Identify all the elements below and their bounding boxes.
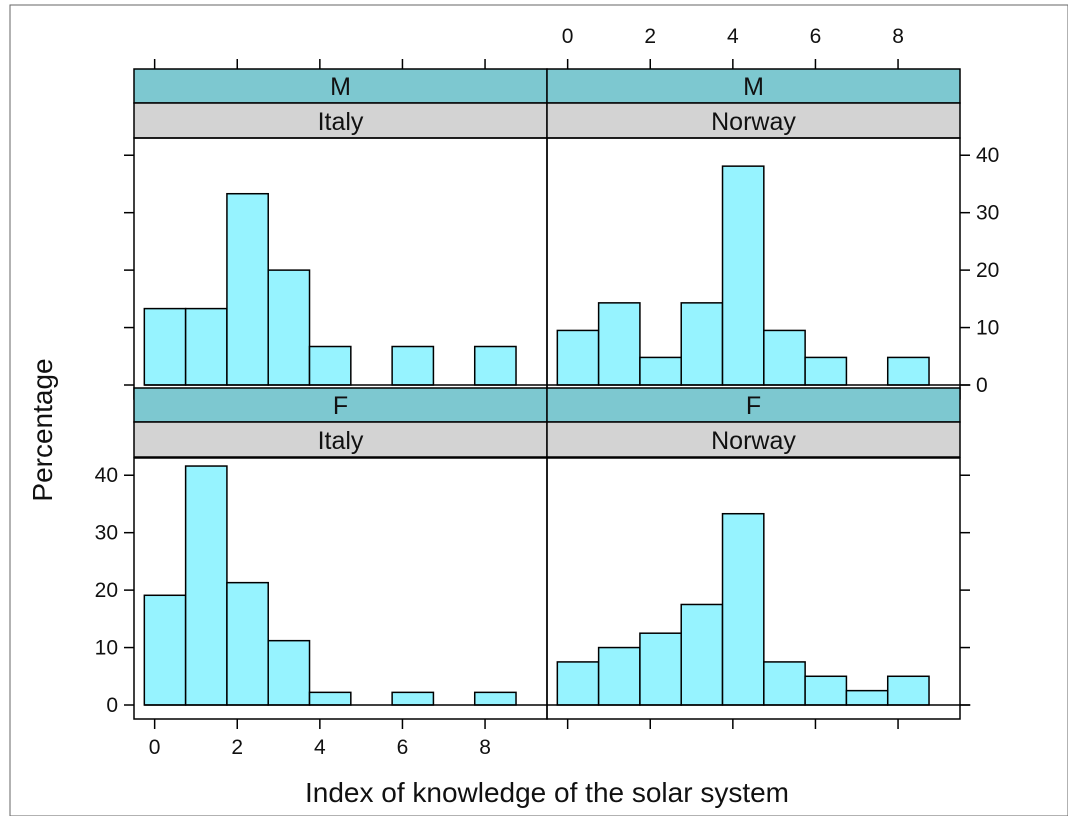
bar bbox=[639, 356, 682, 386]
y-tick-label: 10 bbox=[976, 317, 999, 340]
bar bbox=[763, 661, 806, 706]
y-axis-title: Percentage bbox=[27, 358, 58, 501]
strip-outer-label-m-norway: M bbox=[743, 73, 764, 101]
bar bbox=[721, 165, 765, 386]
x-tick-label: 2 bbox=[644, 25, 656, 48]
panel-f-italy: F Italy bbox=[133, 387, 558, 720]
strip-inner-m-italy bbox=[133, 102, 548, 139]
strip-outer-m-italy bbox=[133, 68, 548, 104]
x-tick-label: 8 bbox=[892, 25, 904, 48]
y-tick-label: 20 bbox=[95, 579, 118, 602]
x-tick-label: 0 bbox=[562, 25, 574, 48]
bar bbox=[804, 675, 848, 706]
x-tick-label: 2 bbox=[231, 736, 243, 759]
strip-inner-label-f-italy: Italy bbox=[318, 427, 364, 455]
strip-outer-label-f-norway: F bbox=[746, 392, 761, 420]
bar bbox=[763, 329, 806, 386]
strip-outer-label-m-italy: M bbox=[330, 73, 351, 101]
bar bbox=[597, 302, 641, 386]
y-tick-label: 40 bbox=[976, 144, 999, 167]
bar bbox=[473, 691, 517, 706]
y-tick-label: 20 bbox=[976, 259, 999, 282]
x-tick-label: 4 bbox=[727, 25, 739, 48]
y-tick-label: 30 bbox=[95, 522, 118, 545]
x-tick-label: 6 bbox=[397, 736, 409, 759]
strip-inner-f-norway bbox=[546, 421, 961, 458]
x-tick-label: 6 bbox=[810, 25, 822, 48]
bar bbox=[391, 345, 435, 386]
y-tick-label: 0 bbox=[976, 374, 988, 397]
bar bbox=[845, 689, 889, 706]
bar bbox=[267, 269, 311, 386]
strip-outer-f-italy bbox=[133, 387, 548, 423]
outer-border bbox=[9, 4, 1068, 816]
panel-m-norway: M Norway bbox=[546, 68, 971, 400]
strip-outer-label-f-italy: F bbox=[333, 392, 348, 420]
bar bbox=[184, 307, 228, 386]
panels-layer: M Italy M Norway F Italy F Norway bbox=[133, 68, 971, 720]
x-axis-title: Index of knowledge of the solar system bbox=[305, 777, 789, 808]
bar bbox=[473, 345, 517, 386]
bar bbox=[184, 465, 228, 706]
bar bbox=[226, 192, 269, 386]
bar bbox=[308, 345, 352, 386]
bar bbox=[721, 512, 765, 706]
strip-outer-m-norway bbox=[546, 68, 961, 104]
bar bbox=[556, 661, 600, 706]
bar bbox=[391, 691, 435, 706]
bar bbox=[597, 646, 641, 706]
bar bbox=[639, 632, 682, 706]
bar bbox=[886, 356, 930, 386]
bar bbox=[680, 603, 724, 706]
y-tick-label: 30 bbox=[976, 202, 999, 225]
ticks-layer: 0 2 4 6 8 0 2 4 6 8 0 10 20 30 40 0 10 20 30 40 bbox=[95, 25, 1000, 759]
bar bbox=[556, 329, 600, 386]
y-tick-label: 10 bbox=[95, 637, 118, 660]
x-tick-label: 8 bbox=[479, 736, 491, 759]
bar bbox=[886, 675, 930, 706]
bar bbox=[143, 594, 187, 706]
y-tick-label: 40 bbox=[95, 464, 118, 487]
panel-m-italy: M Italy bbox=[133, 68, 558, 400]
y-tick-label: 0 bbox=[106, 694, 118, 717]
bar bbox=[680, 302, 724, 386]
bar bbox=[267, 639, 311, 706]
panel-frame-f-norway bbox=[546, 457, 961, 720]
bar bbox=[226, 581, 269, 706]
panel-f-norway: F Norway bbox=[546, 387, 971, 720]
bar bbox=[143, 307, 187, 386]
bar bbox=[308, 691, 352, 706]
x-tick-label: 4 bbox=[314, 736, 326, 759]
bar bbox=[804, 356, 848, 386]
strip-inner-label-m-norway: Norway bbox=[711, 108, 796, 136]
strip-inner-label-f-norway: Norway bbox=[711, 427, 796, 455]
strip-inner-label-m-italy: Italy bbox=[318, 108, 364, 136]
x-tick-label: 0 bbox=[149, 736, 161, 759]
